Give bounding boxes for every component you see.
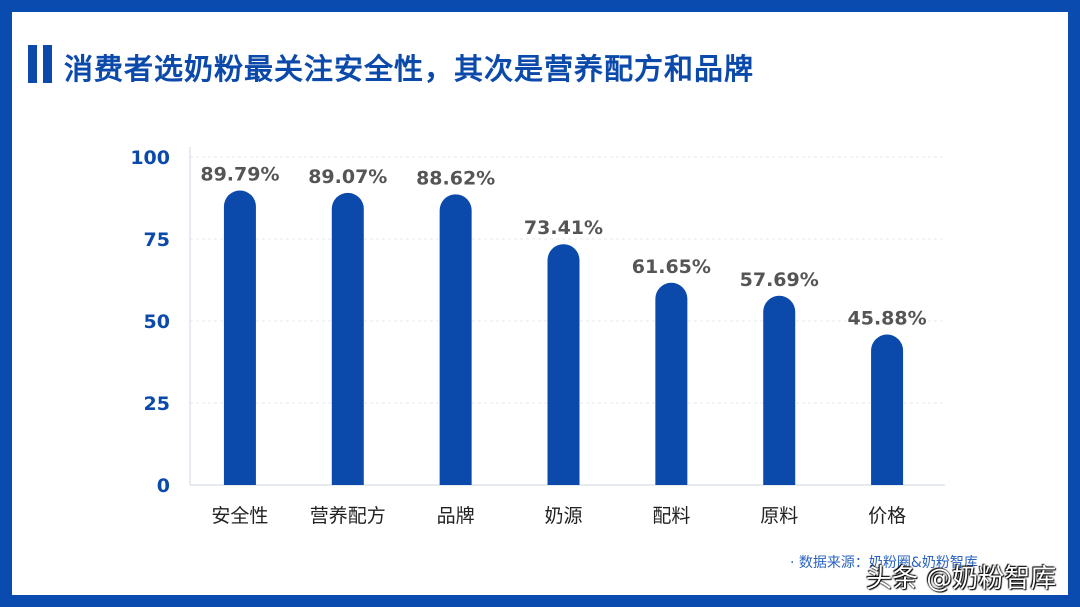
x-tick-label: 安全性 (211, 505, 268, 527)
watermark: 头条 @奶粉智库 (866, 564, 1057, 594)
y-tick-label: 25 (144, 393, 170, 415)
y-tick-label: 75 (144, 229, 170, 251)
data-label: 89.79% (200, 163, 279, 185)
bar (547, 244, 580, 485)
data-label: 61.65% (632, 256, 711, 278)
x-tick-label: 配料 (652, 505, 690, 527)
x-tick-label: 营养配方 (310, 505, 386, 527)
data-label: 73.41% (524, 217, 603, 239)
bar (331, 192, 364, 485)
slide-frame (12, 12, 1068, 595)
x-tick-label: 奶源 (544, 505, 582, 527)
y-tick-label: 0 (157, 475, 170, 497)
data-label: 89.07% (308, 166, 387, 188)
bar (439, 194, 472, 485)
x-tick-label: 品牌 (437, 505, 475, 527)
y-tick-label: 100 (130, 147, 170, 169)
title-accent-bar (28, 45, 37, 83)
chart-title: 消费者选奶粉最关注安全性，其次是营养配方和品牌 (64, 52, 755, 86)
x-tick-label: 原料 (760, 505, 798, 527)
bar (223, 190, 256, 485)
bar (871, 334, 904, 485)
data-label: 45.88% (848, 308, 927, 330)
bar (763, 295, 796, 485)
data-label: 57.69% (740, 269, 819, 291)
bar (655, 282, 688, 485)
y-tick-label: 50 (144, 311, 170, 333)
data-label: 88.62% (416, 167, 495, 189)
data-source: · 数据来源：奶粉圈&奶粉智库 (790, 555, 978, 571)
title-accent-bar (43, 45, 52, 83)
x-tick-label: 价格 (868, 505, 906, 527)
